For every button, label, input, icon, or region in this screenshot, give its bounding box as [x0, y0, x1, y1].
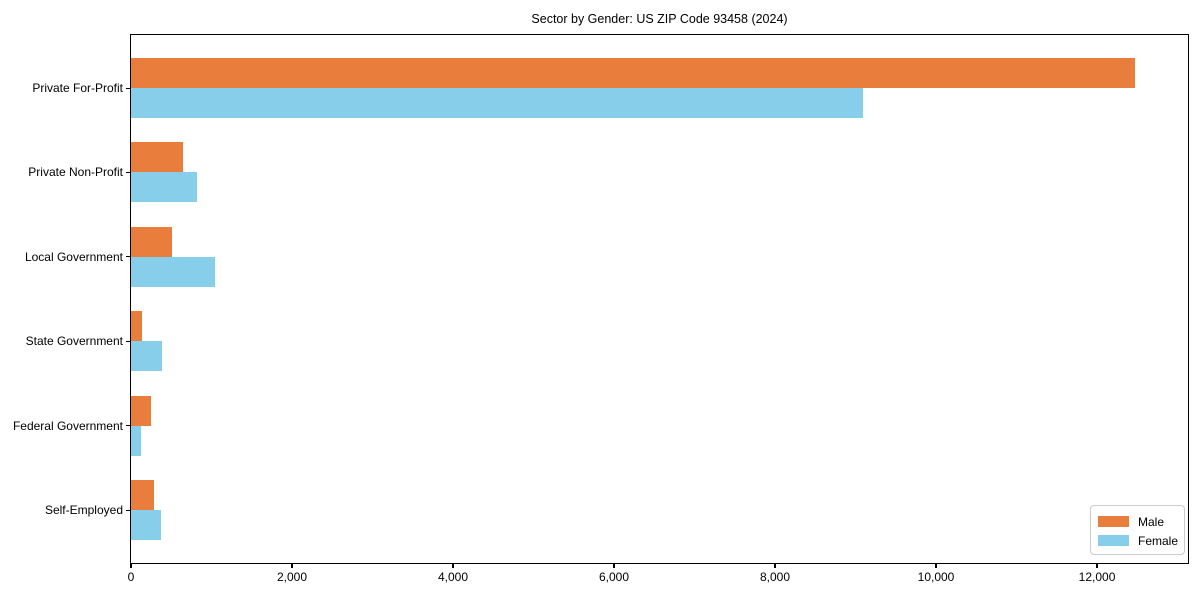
legend-label: Female: [1138, 533, 1179, 548]
bar-female-local-government: [131, 256, 215, 287]
bar-male-self-employed: [131, 480, 154, 510]
legend-swatch-male: [1098, 516, 1129, 527]
bar-male-local-government: [131, 226, 172, 257]
x-tick-label: 10,000: [917, 570, 955, 584]
y-tick: [126, 509, 131, 511]
y-tick: [126, 256, 131, 258]
y-tick-label-federal-government: Federal Government: [12, 418, 123, 433]
y-tick-label-private-non-profit: Private Non-Profit: [28, 165, 123, 180]
plot-area: [130, 34, 1189, 564]
y-tick-label-local-government: Local Government: [24, 249, 123, 264]
y-tick-label-private-for-profit: Private For-Profit: [32, 81, 123, 95]
x-tick: [130, 563, 132, 568]
bar-male-private-for-profit: [131, 58, 1135, 88]
legend-label: Male: [1138, 514, 1165, 529]
x-tick-label: 2,000: [276, 570, 308, 584]
bar-female-federal-government: [131, 425, 141, 456]
y-tick: [126, 171, 131, 174]
legend: Male Female: [1090, 505, 1185, 555]
x-tick: [1096, 563, 1098, 568]
y-tick-label-state-government: State Government: [25, 334, 123, 349]
x-tick: [774, 563, 776, 568]
x-tick: [291, 563, 293, 568]
chart-title: Sector by Gender: US ZIP Code 93458 (202…: [531, 12, 788, 26]
legend-swatch-female: [1098, 535, 1129, 546]
y-tick: [126, 340, 131, 342]
x-tick-label: 12,000: [1078, 570, 1116, 584]
x-tick: [935, 563, 937, 568]
legend-item-male: Male: [1098, 512, 1177, 531]
bar-female-private-for-profit: [131, 88, 863, 118]
x-tick-label: 4,000: [437, 570, 469, 584]
bar-female-state-government: [131, 341, 162, 372]
x-tick-label: 0: [127, 570, 135, 584]
y-tick: [126, 87, 131, 89]
bar-female-self-employed: [131, 510, 161, 540]
x-tick-label: 8,000: [760, 570, 791, 584]
x-tick-label: 6,000: [599, 570, 630, 584]
legend-item-female: Female: [1098, 531, 1179, 550]
bar-male-private-non-profit: [131, 142, 183, 173]
bar-male-federal-government: [131, 395, 151, 426]
y-tick: [126, 425, 131, 427]
bar-male-state-government: [131, 311, 142, 342]
y-tick-label-self-employed: Self-Employed: [44, 503, 123, 517]
bar-female-private-non-profit: [131, 172, 197, 203]
x-tick: [613, 563, 615, 568]
x-tick: [452, 563, 454, 568]
